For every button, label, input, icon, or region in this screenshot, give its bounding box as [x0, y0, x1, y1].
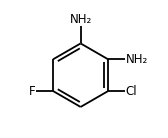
Text: F: F — [29, 85, 35, 98]
Text: NH₂: NH₂ — [70, 13, 92, 26]
Text: NH₂: NH₂ — [126, 53, 148, 66]
Text: Cl: Cl — [126, 85, 137, 98]
